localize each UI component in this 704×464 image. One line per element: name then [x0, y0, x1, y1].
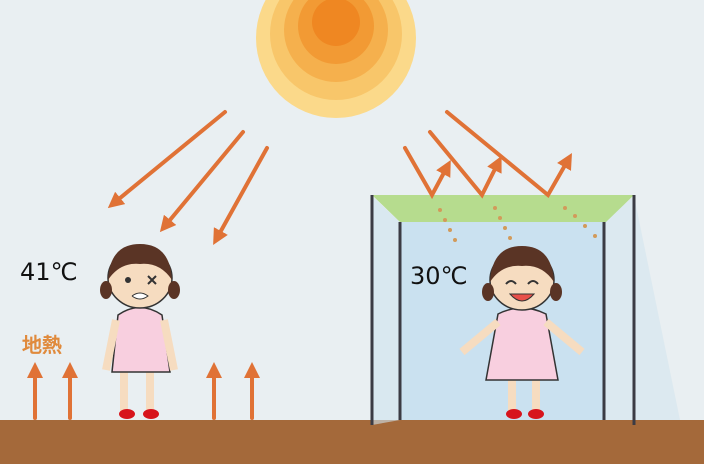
ground-heat-label: 地熱 — [22, 333, 62, 357]
dot — [563, 206, 567, 210]
canopy-top — [372, 195, 634, 222]
dot — [593, 234, 597, 238]
dot — [508, 236, 512, 240]
ground — [0, 420, 704, 464]
dot — [573, 214, 577, 218]
dress — [486, 308, 558, 380]
page: 41℃ 30℃ 地熱 (() => { const data = JSON.pa… — [0, 0, 704, 464]
dot — [448, 228, 452, 232]
shade-side — [372, 196, 400, 425]
dot — [443, 218, 447, 222]
sun-ring — [312, 0, 360, 46]
hair-tail — [100, 281, 112, 299]
leg — [120, 370, 128, 412]
shoe — [506, 409, 522, 419]
dot — [498, 216, 502, 220]
dot — [503, 226, 507, 230]
hair-tail — [550, 283, 562, 301]
eye — [125, 277, 131, 283]
dot — [493, 206, 497, 210]
shoe — [143, 409, 159, 419]
leg — [532, 378, 540, 412]
left-temp: 41℃ — [20, 258, 78, 286]
illustration: 41℃ 30℃ 地熱 — [0, 0, 704, 464]
dot — [583, 224, 587, 228]
hair-tail — [482, 283, 494, 301]
hair-tail — [168, 281, 180, 299]
leg — [508, 378, 516, 412]
right-temp: 30℃ — [410, 262, 468, 290]
leg — [146, 370, 154, 412]
shoe — [119, 409, 135, 419]
dress — [112, 308, 170, 373]
dot — [438, 208, 442, 212]
shoe — [528, 409, 544, 419]
dot — [453, 238, 457, 242]
